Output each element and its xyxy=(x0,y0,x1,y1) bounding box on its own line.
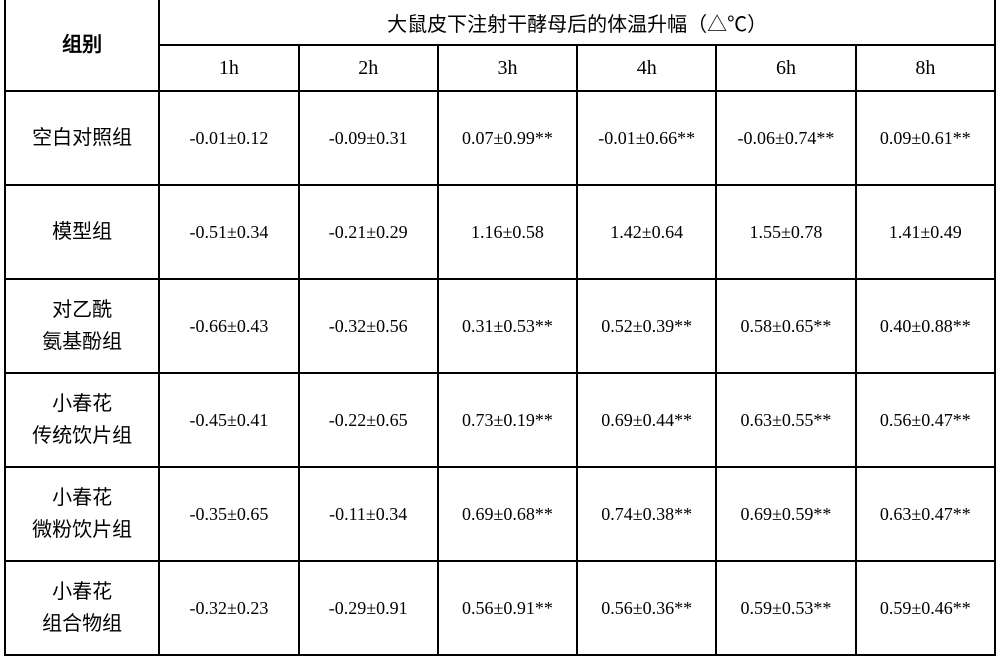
data-cell: 0.58±0.65** xyxy=(716,279,855,373)
data-cell: 1.41±0.49 xyxy=(856,185,995,279)
row-group-text: 对乙酰氨基酚组 xyxy=(6,294,158,358)
header-time-1: 1h xyxy=(159,45,298,91)
data-cell: 0.73±0.19** xyxy=(438,373,577,467)
data-cell: 1.16±0.58 xyxy=(438,185,577,279)
data-cell: 0.40±0.88** xyxy=(856,279,995,373)
table-row: 模型组-0.51±0.34-0.21±0.291.16±0.581.42±0.6… xyxy=(5,185,995,279)
data-cell: -0.35±0.65 xyxy=(159,467,298,561)
data-cell: 0.52±0.39** xyxy=(577,279,716,373)
data-cell: 1.55±0.78 xyxy=(716,185,855,279)
header-span-label: 大鼠皮下注射干酵母后的体温升幅（△℃） xyxy=(387,14,767,36)
data-cell: 0.59±0.46** xyxy=(856,561,995,655)
row-group-text: 小春花微粉饮片组 xyxy=(6,482,158,546)
table-row: 空白对照组-0.01±0.12-0.09±0.310.07±0.99**-0.0… xyxy=(5,91,995,185)
header-group: 组别 xyxy=(5,0,159,91)
data-cell: 0.63±0.55** xyxy=(716,373,855,467)
header-time-label: 4h xyxy=(637,57,657,79)
data-cell: -0.32±0.23 xyxy=(159,561,298,655)
row-group-label: 小春花传统饮片组 xyxy=(5,373,159,467)
row-group-label: 小春花组合物组 xyxy=(5,561,159,655)
data-cell: -0.21±0.29 xyxy=(299,185,438,279)
data-cell: 0.69±0.44** xyxy=(577,373,716,467)
data-cell: 0.69±0.59** xyxy=(716,467,855,561)
table-row: 小春花微粉饮片组-0.35±0.65-0.11±0.340.69±0.68**0… xyxy=(5,467,995,561)
header-time-label: 8h xyxy=(915,57,935,79)
data-cell: -0.66±0.43 xyxy=(159,279,298,373)
header-time-label: 6h xyxy=(776,57,796,79)
row-group-label: 模型组 xyxy=(5,185,159,279)
header-group-label: 组别 xyxy=(62,34,102,56)
data-cell: 0.07±0.99** xyxy=(438,91,577,185)
data-cell: -0.45±0.41 xyxy=(159,373,298,467)
data-cell: -0.29±0.91 xyxy=(299,561,438,655)
data-cell: -0.32±0.56 xyxy=(299,279,438,373)
header-time-4: 4h xyxy=(577,45,716,91)
header-time-label: 3h xyxy=(497,57,517,79)
data-cell: 0.74±0.38** xyxy=(577,467,716,561)
data-table: 组别 大鼠皮下注射干酵母后的体温升幅（△℃） 1h 2h 3h 4h 6h 8h… xyxy=(4,0,996,656)
data-cell: -0.11±0.34 xyxy=(299,467,438,561)
header-span: 大鼠皮下注射干酵母后的体温升幅（△℃） xyxy=(159,0,995,45)
table-container: 组别 大鼠皮下注射干酵母后的体温升幅（△℃） 1h 2h 3h 4h 6h 8h… xyxy=(0,0,1000,654)
header-time-label: 2h xyxy=(358,57,378,79)
header-time-6: 8h xyxy=(856,45,995,91)
data-cell: 1.42±0.64 xyxy=(577,185,716,279)
data-cell: 0.63±0.47** xyxy=(856,467,995,561)
data-cell: 0.31±0.53** xyxy=(438,279,577,373)
data-cell: 0.56±0.47** xyxy=(856,373,995,467)
row-group-label: 空白对照组 xyxy=(5,91,159,185)
data-cell: 0.69±0.68** xyxy=(438,467,577,561)
data-cell: -0.06±0.74** xyxy=(716,91,855,185)
table-row: 小春花组合物组-0.32±0.23-0.29±0.910.56±0.91**0.… xyxy=(5,561,995,655)
data-cell: 0.56±0.91** xyxy=(438,561,577,655)
data-cell: 0.09±0.61** xyxy=(856,91,995,185)
data-cell: -0.01±0.12 xyxy=(159,91,298,185)
row-group-label: 小春花微粉饮片组 xyxy=(5,467,159,561)
table-row: 对乙酰氨基酚组-0.66±0.43-0.32±0.560.31±0.53**0.… xyxy=(5,279,995,373)
header-time-label: 1h xyxy=(219,57,239,79)
row-group-text: 模型组 xyxy=(6,216,158,248)
row-group-label: 对乙酰氨基酚组 xyxy=(5,279,159,373)
table-row: 小春花传统饮片组-0.45±0.41-0.22±0.650.73±0.19**0… xyxy=(5,373,995,467)
data-cell: -0.09±0.31 xyxy=(299,91,438,185)
row-group-text: 小春花传统饮片组 xyxy=(6,388,158,452)
row-group-text: 空白对照组 xyxy=(6,122,158,154)
table-body: 空白对照组-0.01±0.12-0.09±0.310.07±0.99**-0.0… xyxy=(5,91,995,655)
row-group-text: 小春花组合物组 xyxy=(6,576,158,640)
header-time-5: 6h xyxy=(716,45,855,91)
data-cell: -0.01±0.66** xyxy=(577,91,716,185)
data-cell: -0.22±0.65 xyxy=(299,373,438,467)
data-cell: 0.56±0.36** xyxy=(577,561,716,655)
header-time-3: 3h xyxy=(438,45,577,91)
data-cell: -0.51±0.34 xyxy=(159,185,298,279)
header-time-2: 2h xyxy=(299,45,438,91)
data-cell: 0.59±0.53** xyxy=(716,561,855,655)
